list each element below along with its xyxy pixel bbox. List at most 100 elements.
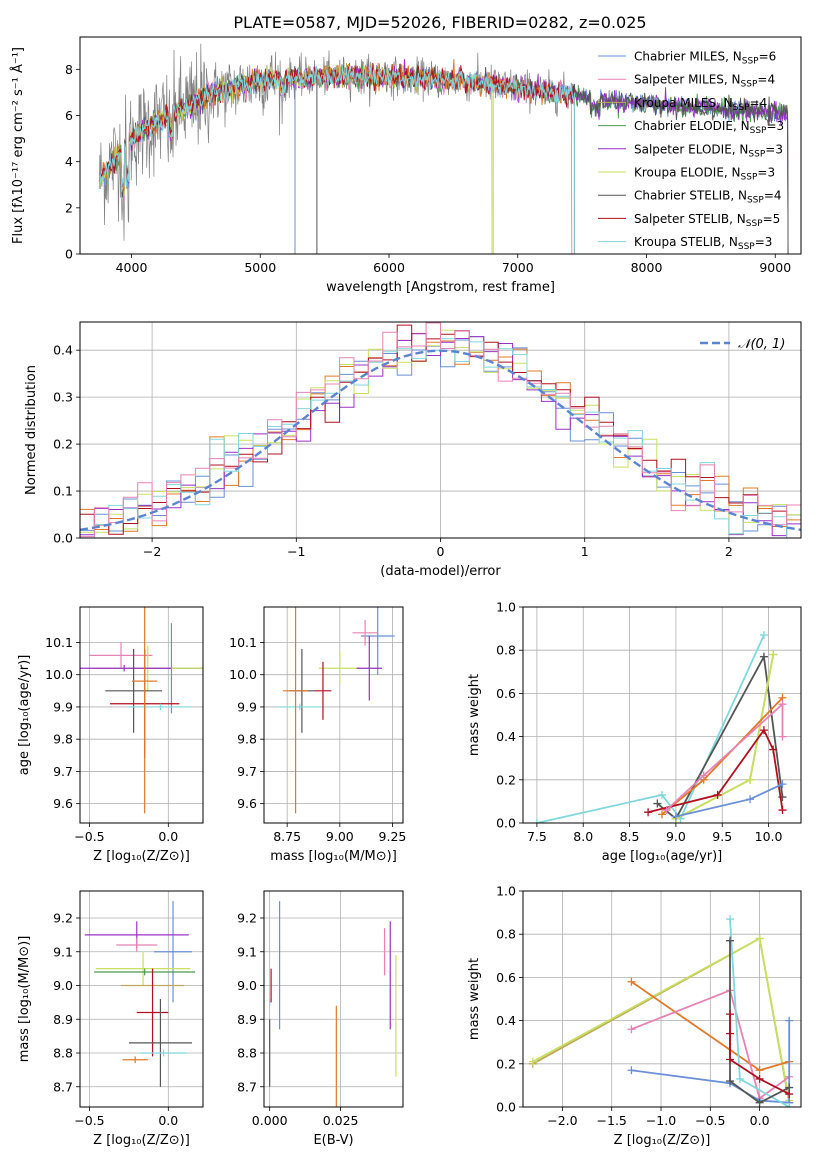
salpeter_stelib-marker [713, 790, 722, 799]
plot-frame [79, 36, 802, 255]
legend-suffix: =4 [757, 73, 775, 87]
massweight-vs-age-panel: 7.5 8.0 8.5 9.0 9.5 10.0 0.0 0.2 0.4 0.6 0.8 1.0 age… [467, 600, 802, 864]
y-tick-label: 0 [65, 247, 73, 262]
salpeter_miles-marker [778, 700, 787, 709]
kroupa_stelib-massweight-line [536, 634, 765, 823]
kroupa_stelib-marker [735, 1074, 744, 1083]
kroupa_stelib-marker [785, 1103, 794, 1107]
x-tick-label: −1.0 [646, 1113, 676, 1128]
y-tick-label: 9.2 [237, 911, 257, 926]
legend-label: Kroupa STELIB, NSSP=3 [634, 235, 772, 252]
legend-subscript: SSP [750, 126, 767, 136]
x-tick-label: 9.00 [326, 829, 354, 844]
age-vs-metallicity-panel: −0.5 0.0 9.6 9.7 9.8 9.9 10.0 10.1 Z [log₁₀(Z/Z⊙… [17, 606, 204, 864]
spectrum-lines [98, 43, 789, 254]
x-axis-label: Z [log₁₀(Z/Z⊙)] [614, 1133, 711, 1148]
x-tick-label: 0.0 [750, 1113, 770, 1128]
salpeter_stelib-marker [726, 1010, 735, 1019]
y-tick-label: 0.2 [53, 437, 73, 452]
mass-vs-ebv-panel: 0.000 0.025 8.7 8.8 8.9 9.0 9.1 9.2 E(B-V) [237, 890, 404, 1148]
y-tick-label: 0.0 [496, 816, 516, 831]
legend-label-text: Kroupa ELODIE, N [634, 166, 741, 180]
x-tick-label: 5000 [244, 260, 276, 275]
legend-subscript: SSP [747, 196, 764, 206]
x-tick-label: 0.025 [323, 1113, 359, 1128]
x-tick-label: −0.5 [74, 829, 104, 844]
plot-frame [522, 890, 802, 1108]
legend-label-text: Chabrier MILES, N [634, 50, 742, 64]
legend-label: Salpeter STELIB, NSSP=5 [634, 212, 780, 229]
y-tick-label: 9.0 [53, 978, 73, 993]
orange-marker [627, 977, 636, 986]
legend-suffix: =6 [759, 50, 777, 64]
y-tick-label: 9.9 [237, 699, 257, 714]
legend-label: Chabrier MILES, NSSP=6 [634, 50, 776, 67]
x-tick-label: 10.0 [755, 829, 783, 844]
histogram-steps [80, 322, 801, 538]
salpeter_stelib-marker [785, 1090, 794, 1099]
x-tick-label: 1 [581, 544, 589, 559]
y-tick-label: 0.6 [496, 970, 516, 985]
errorbars [278, 607, 395, 814]
y-tick-label: 8.9 [237, 1012, 257, 1027]
massweight-lines [528, 915, 794, 1107]
orange-marker [658, 810, 666, 819]
salpeter_stelib-marker [759, 726, 768, 735]
legend-suffix: =4 [764, 189, 782, 203]
legend-label-text: Kroupa MILES, N [634, 96, 733, 110]
legend-subscript: SSP [748, 149, 765, 159]
y-tick-label: 0.3 [53, 390, 73, 405]
salpeter_miles-marker [699, 771, 708, 780]
y-tick-label: 10.0 [45, 667, 73, 682]
chabrier_stelib-marker [726, 1077, 735, 1086]
kroupa_elodie-marker [528, 1057, 537, 1066]
x-axis-label: E(B-V) [313, 1133, 353, 1148]
legend-label-text: Kroupa STELIB, N [634, 235, 738, 249]
legend-subscript: SSP [733, 103, 750, 113]
x-tick-label: 0 [437, 544, 445, 559]
x-tick-label: 8.5 [620, 829, 640, 844]
x-tick-label: 4000 [116, 260, 148, 275]
legend-label-text: Salpeter STELIB, N [634, 212, 746, 226]
x-tick-label: −2 [143, 544, 161, 559]
x-axis-label: age [log₁₀(age/yr)] [602, 849, 723, 864]
orange-marker [755, 1066, 764, 1075]
x-tick-label: 8000 [631, 260, 663, 275]
legend-label-text: Salpeter ELODIE, N [634, 142, 748, 156]
x-axis-label: Z [log₁₀(Z/Z⊙)] [93, 849, 190, 864]
y-tick-label: 0.0 [496, 1100, 516, 1115]
legend-subscript: SSP [738, 242, 755, 252]
salpeter_miles-massweight-line [631, 989, 790, 1100]
salpeter_miles-histogram [80, 322, 801, 538]
y-tick-label: 9.0 [237, 978, 257, 993]
legend-label: Salpeter ELODIE, NSSP=3 [634, 142, 783, 159]
salpeter_stelib-marker [755, 1074, 764, 1083]
kroupa_stelib-marker [726, 915, 735, 924]
chabrier_miles-marker [778, 780, 787, 789]
legend-subscript: SSP [741, 173, 758, 183]
salpeter_stelib-marker [726, 1055, 735, 1064]
y-tick-label: 0.4 [496, 729, 516, 744]
normal-distribution-curve [80, 349, 801, 531]
x-tick-label: 9.5 [712, 829, 732, 844]
y-axis-label: age [log₁₀(age/yr)] [17, 655, 32, 776]
y-axis-label: mass weight [467, 674, 482, 756]
x-tick-label: 9000 [759, 260, 791, 275]
legend-suffix: =5 [763, 212, 781, 226]
y-tick-label: 9.7 [237, 764, 257, 779]
legend-label-text: Salpeter MILES, N [634, 73, 741, 87]
kroupa_elodie-marker [769, 650, 778, 659]
y-tick-label: 9.7 [53, 764, 73, 779]
x-tick-label: −0.5 [695, 1113, 725, 1128]
x-tick-label: 8.75 [273, 829, 301, 844]
x-tick-label: −1.5 [597, 1113, 627, 1128]
salpeter_miles-marker [662, 806, 671, 815]
spectrum-panel: 4000 5000 6000 7000 8000 9000 0 2 4 6 8 wavelength … [10, 36, 802, 295]
y-axis-label: Flux [fλ10⁻¹⁷ erg cm⁻² s⁻¹ Å⁻¹] [10, 47, 26, 244]
kroupa_miles-model-line [98, 61, 493, 254]
legend-suffix: =4 [750, 96, 768, 110]
plot-frame [263, 606, 404, 824]
legend-suffix: =3 [766, 119, 784, 133]
